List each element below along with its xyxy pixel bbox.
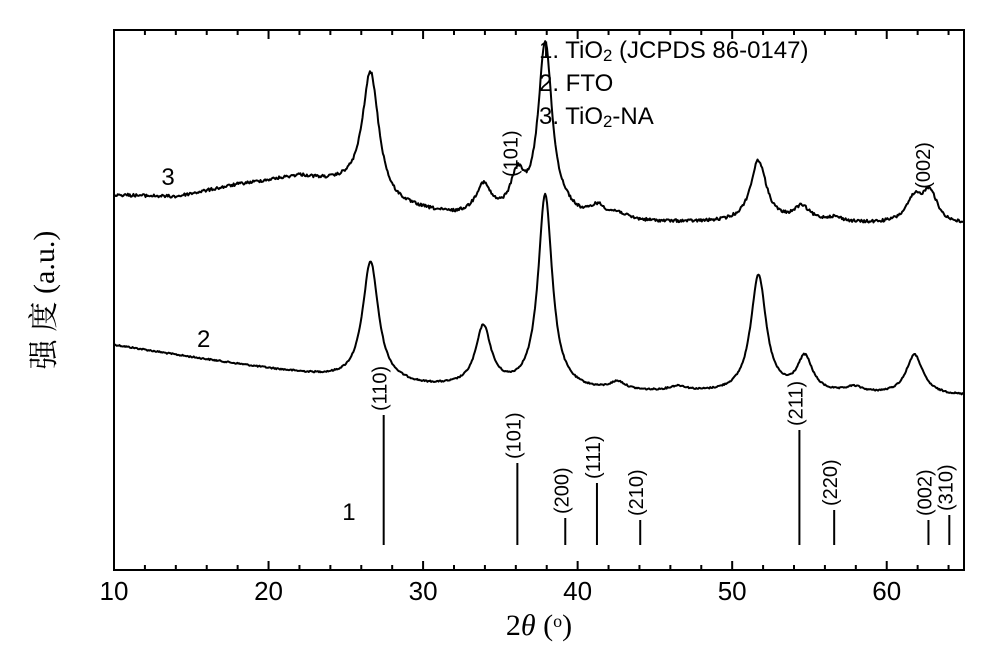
hkl-label: (220) <box>820 459 842 506</box>
hkl-label: (210) <box>626 469 648 516</box>
hkl-label: (211) <box>785 381 807 426</box>
svg-text:40: 40 <box>563 576 592 606</box>
xrd-chart: 2 3 (101) (002) (110) (101) (200) (111) (210) (21… <box>0 0 1000 663</box>
hkl-label: (101) <box>503 412 525 459</box>
hkl-label: (002) <box>914 469 936 516</box>
svg-text:2: 2 <box>197 326 210 353</box>
svg-text:30: 30 <box>409 576 438 606</box>
hkl-label: (310) <box>935 464 957 511</box>
peak-annot: (002) <box>913 142 935 189</box>
svg-text:20: 20 <box>254 576 283 606</box>
hkl-label: (111) <box>583 435 605 479</box>
legend-item: 3. TiO2-NA <box>539 103 654 131</box>
x-axis-label: 2θ (o) <box>506 609 572 642</box>
svg-text:1: 1 <box>342 499 355 526</box>
svg-text:50: 50 <box>718 576 747 606</box>
svg-text:10: 10 <box>100 576 129 606</box>
svg-text:60: 60 <box>872 576 901 606</box>
hkl-label: (200) <box>551 467 573 514</box>
svg-text:3: 3 <box>161 164 174 191</box>
peak-annot: (101) <box>500 130 522 177</box>
legend-item: 2. FTO <box>539 70 613 97</box>
hkl-label: (110) <box>370 366 392 411</box>
legend-item: 1. TiO2 (JCPDS 86-0147) <box>539 37 808 65</box>
